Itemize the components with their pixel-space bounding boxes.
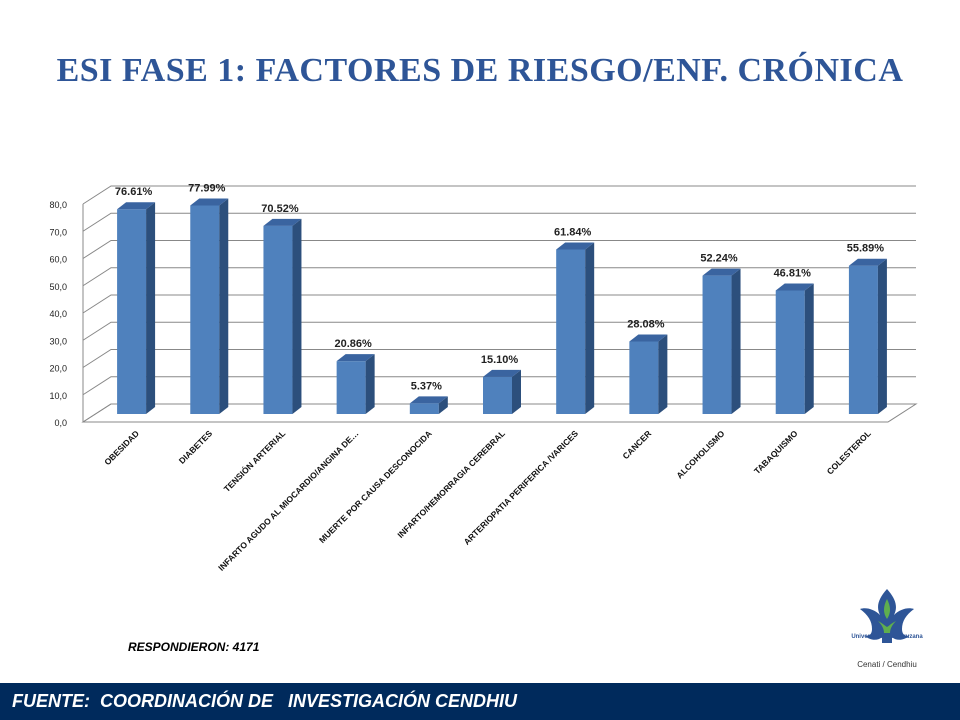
x-tick-label: INFARTO AGUDO AL MIOCARDIO/ANGINA DE… bbox=[216, 428, 360, 572]
bar bbox=[409, 396, 448, 414]
data-label: 28.08% bbox=[627, 318, 665, 330]
y-tick-label: 10,0 bbox=[49, 391, 67, 401]
bar-top bbox=[263, 218, 302, 226]
bar-side bbox=[438, 396, 448, 414]
bar-front bbox=[263, 225, 293, 414]
y-tick-label: 60,0 bbox=[49, 255, 67, 265]
bar-top bbox=[629, 334, 668, 342]
data-label: 70.52% bbox=[261, 203, 299, 215]
x-tick-label: TENSIÓN ARTERIAL bbox=[221, 428, 287, 494]
data-label: 20.86% bbox=[334, 338, 372, 350]
y-tick-label: 70,0 bbox=[49, 227, 67, 237]
data-label: 46.81% bbox=[774, 267, 812, 279]
bar bbox=[483, 369, 521, 414]
bar-front bbox=[556, 249, 586, 414]
logo-name: Universidad Veracruzana bbox=[851, 634, 923, 640]
data-label: 61.84% bbox=[554, 226, 592, 238]
data-label: 5.37% bbox=[411, 380, 442, 392]
y-tick-label: 50,0 bbox=[49, 282, 67, 292]
gridline bbox=[82, 185, 916, 205]
data-label: 52.24% bbox=[700, 253, 738, 265]
bar-side bbox=[731, 268, 741, 414]
gridline bbox=[82, 321, 916, 341]
bar-top bbox=[190, 198, 229, 206]
bar-front bbox=[190, 205, 220, 414]
bar-front bbox=[336, 361, 366, 414]
y-tick-label: 40,0 bbox=[49, 309, 67, 319]
bar bbox=[117, 202, 156, 414]
bar-top bbox=[775, 283, 814, 291]
bar-front bbox=[848, 265, 878, 414]
chart-bars bbox=[117, 198, 887, 414]
bar bbox=[848, 258, 887, 414]
x-tick-label: OBESIDAD bbox=[102, 428, 141, 467]
data-label: 55.89% bbox=[847, 243, 885, 255]
bar-top bbox=[702, 268, 741, 276]
gridline bbox=[82, 294, 916, 314]
bar-side bbox=[146, 202, 156, 414]
y-tick-label: 0,0 bbox=[54, 418, 67, 428]
footer-bar: FUENTE: COORDINACIÓN DE INVESTIGACIÓN CE… bbox=[0, 683, 960, 720]
bar bbox=[775, 283, 814, 414]
bar bbox=[629, 334, 668, 414]
bar-front bbox=[775, 290, 805, 414]
bar-top bbox=[848, 258, 887, 266]
bar-side bbox=[658, 334, 668, 414]
data-label: 76.61% bbox=[115, 186, 153, 198]
y-tick-label: 80,0 bbox=[49, 200, 67, 210]
bar bbox=[556, 242, 595, 414]
bar-top bbox=[336, 354, 375, 362]
gridline bbox=[82, 240, 916, 259]
bar-side bbox=[365, 354, 375, 414]
gridline bbox=[82, 267, 916, 287]
bar-side bbox=[585, 242, 595, 414]
logo-subtitle: Cenati / Cendhiu bbox=[857, 660, 917, 669]
data-label: 77.99% bbox=[188, 182, 226, 194]
bar bbox=[702, 268, 741, 414]
bar-front bbox=[117, 209, 147, 414]
bar-top bbox=[117, 202, 156, 210]
bar-side bbox=[804, 283, 814, 414]
bar-front bbox=[483, 376, 512, 414]
bar-side bbox=[877, 258, 887, 414]
data-label: 15.10% bbox=[481, 354, 519, 366]
bar bbox=[336, 354, 375, 414]
bar-top bbox=[483, 369, 521, 377]
gridline bbox=[82, 212, 916, 232]
y-tick-label: 30,0 bbox=[49, 336, 67, 346]
y-tick-label: 20,0 bbox=[49, 364, 67, 374]
bar bbox=[190, 198, 229, 414]
respondents-note: RESPONDIERON: 4171 bbox=[128, 640, 260, 654]
x-tick-label: COLESTEROL bbox=[825, 428, 873, 476]
page-title: ESI FASE 1: FACTORES DE RIESGO/ENF. CRÓN… bbox=[56, 52, 904, 89]
bar-top bbox=[556, 242, 595, 250]
x-tick-label: TABAQUISMO bbox=[752, 428, 800, 476]
x-tick-label: ARTERIOPATIA PERIFERICA /VARICES bbox=[462, 428, 581, 547]
footer-source: FUENTE: COORDINACIÓN DE INVESTIGACIÓN CE… bbox=[12, 691, 518, 711]
x-tick-label: CANCER bbox=[620, 428, 653, 461]
bar-front bbox=[409, 403, 439, 414]
uv-flower-logo-icon bbox=[860, 589, 914, 643]
bar-front bbox=[702, 275, 732, 414]
bar-front bbox=[629, 341, 659, 414]
bar-top bbox=[409, 396, 448, 404]
bar-side bbox=[292, 218, 302, 414]
x-tick-label: MUERTE POR CAUSA DESCONOCIDA bbox=[317, 428, 434, 545]
x-tick-label: DIABETES bbox=[177, 428, 215, 466]
bar-side bbox=[512, 369, 521, 414]
bar bbox=[263, 218, 302, 414]
bar-side bbox=[219, 198, 229, 414]
chart-floor bbox=[81, 403, 918, 423]
x-tick-label: ALCOHOLISMO bbox=[674, 428, 726, 480]
